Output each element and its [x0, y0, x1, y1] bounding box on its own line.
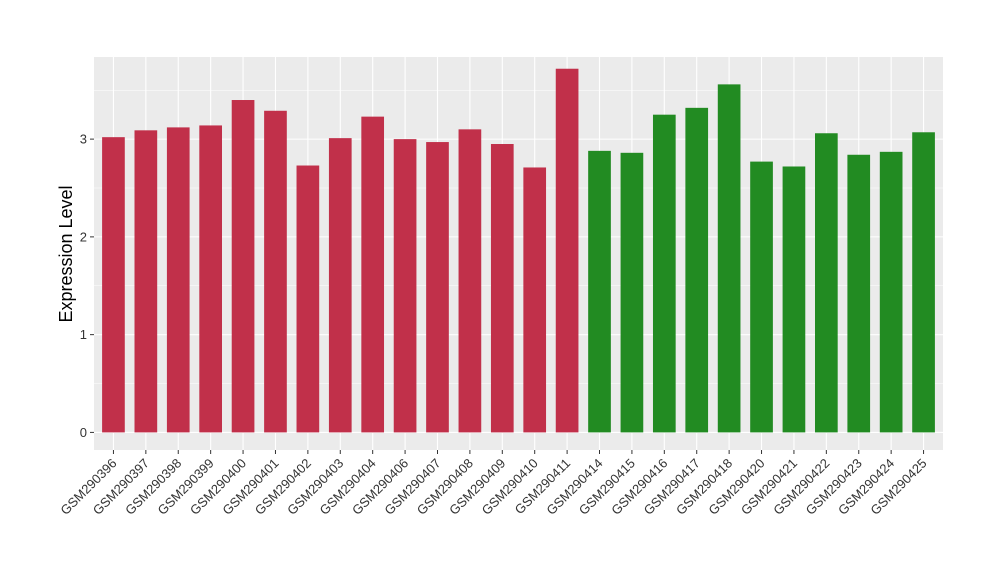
- bar-GSM290425: [912, 132, 935, 433]
- bar-GSM290409: [490, 144, 514, 433]
- bar-GSM290418: [717, 84, 741, 433]
- y-tick-label: 3: [80, 132, 87, 147]
- bar-GSM290407: [426, 142, 449, 433]
- bars: [102, 68, 935, 433]
- y-tick-label: 0: [80, 425, 87, 440]
- bar-GSM290417: [685, 107, 709, 433]
- bar-GSM290424: [879, 151, 903, 433]
- bar-GSM290411: [555, 68, 579, 433]
- bar-GSM290416: [652, 114, 676, 433]
- bar-GSM290399: [199, 125, 222, 433]
- bar-GSM290420: [750, 161, 773, 433]
- bar-GSM290402: [296, 165, 320, 433]
- bar-GSM290408: [458, 129, 482, 433]
- bar-GSM290397: [134, 130, 158, 433]
- bar-GSM290410: [523, 167, 547, 433]
- bar-GSM290398: [166, 127, 190, 433]
- y-tick-label: 1: [80, 327, 87, 342]
- bar-GSM290401: [264, 110, 287, 433]
- bar-GSM290421: [782, 166, 806, 433]
- y-axis-title: Expression Level: [56, 185, 76, 322]
- bar-GSM290404: [361, 116, 385, 433]
- bar-GSM290403: [328, 138, 352, 433]
- y-axis: 0 1 2 3: [80, 132, 94, 440]
- x-axis: GSM290396GSM290397GSM290398GSM290399GSM2…: [57, 450, 930, 518]
- bar-GSM290423: [847, 154, 871, 433]
- bar-GSM290406: [393, 139, 417, 433]
- bar-GSM290414: [588, 150, 611, 433]
- bar-GSM290396: [102, 137, 125, 433]
- bar-GSM290415: [620, 152, 644, 433]
- bar-GSM290422: [815, 133, 838, 433]
- y-tick-label: 2: [80, 229, 87, 244]
- bar-GSM290400: [231, 100, 255, 433]
